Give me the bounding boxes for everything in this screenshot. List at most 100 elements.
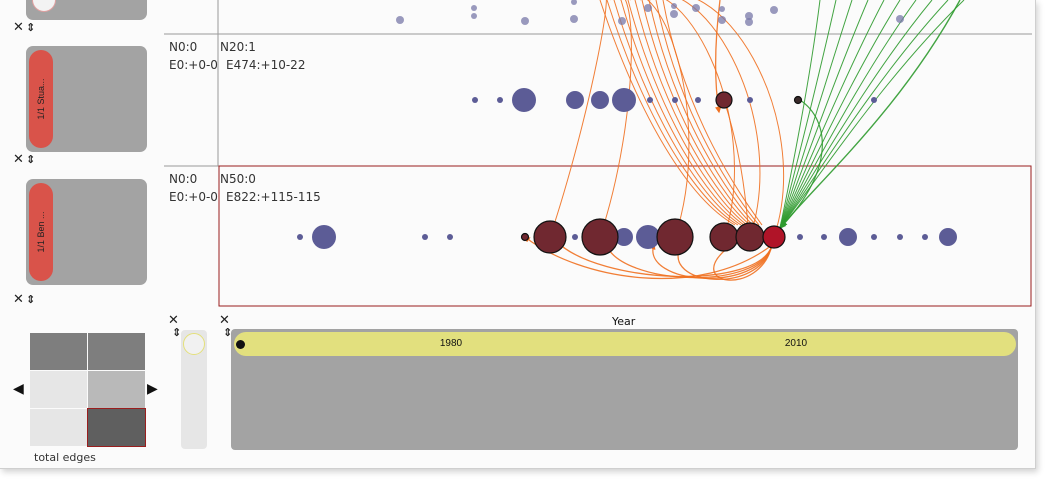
facet-pill-1[interactable]: 1/1 Stua...: [29, 50, 53, 148]
move-icon[interactable]: ⇕: [26, 21, 36, 34]
graph-node[interactable]: [671, 3, 677, 9]
facet-card-2[interactable]: 1/1 Ben ...: [26, 179, 147, 285]
graph-node[interactable]: [672, 97, 678, 103]
graph-node[interactable]: [695, 97, 701, 103]
graph-node[interactable]: [471, 5, 477, 11]
graph-node[interactable]: [615, 228, 633, 246]
graph-edge: [779, 0, 933, 229]
graph-node[interactable]: [647, 97, 653, 103]
graph-node[interactable]: [471, 13, 477, 19]
graph-node[interactable]: [618, 17, 626, 25]
graph-edge: [779, 0, 917, 229]
matrix-selector[interactable]: [30, 333, 146, 447]
graph-node-focus[interactable]: [762, 225, 786, 249]
graph-node[interactable]: [636, 225, 660, 249]
graph-edge: [599, 0, 632, 238]
graph-node[interactable]: [644, 4, 652, 12]
close-icon[interactable]: ✕: [13, 152, 24, 167]
graph-node[interactable]: [497, 97, 503, 103]
graph-node[interactable]: [422, 234, 428, 240]
close-icon[interactable]: ✕: [219, 313, 230, 328]
graph-edge: [779, 0, 965, 229]
graph-node-selected[interactable]: [793, 95, 803, 105]
panel-2-edges-right: E822:+115-115: [226, 190, 321, 204]
graph-node[interactable]: [797, 234, 803, 240]
graph-node-selected[interactable]: [735, 222, 765, 252]
graph-node[interactable]: [670, 10, 678, 18]
graph-node[interactable]: [570, 15, 578, 23]
graph-node[interactable]: [939, 228, 957, 246]
graph-node[interactable]: [472, 97, 478, 103]
graph-edge: [613, 0, 742, 226]
move-icon[interactable]: ⇕: [26, 293, 36, 306]
graph-node[interactable]: [297, 234, 303, 240]
graph-edge: [713, 244, 773, 281]
graph-node[interactable]: [571, 0, 577, 5]
graph-node-selected[interactable]: [520, 232, 530, 242]
vertical-slider[interactable]: [181, 330, 207, 449]
graph-node[interactable]: [719, 6, 725, 12]
slider-knob[interactable]: [183, 333, 205, 355]
close-icon[interactable]: ✕: [13, 20, 24, 35]
graph-node-selected[interactable]: [656, 218, 694, 256]
graph-node[interactable]: [896, 15, 904, 23]
matrix-cell[interactable]: [88, 333, 145, 370]
graph-edge: [779, 0, 885, 229]
matrix-cell[interactable]: [30, 409, 87, 446]
panel-1-edges-right: E474:+10-22: [226, 58, 306, 72]
facet-card-partial[interactable]: [26, 0, 147, 20]
graph-node[interactable]: [572, 234, 578, 240]
facet-card-1[interactable]: 1/1 Stua...: [26, 46, 147, 152]
graph-node[interactable]: [447, 234, 453, 240]
graph-node[interactable]: [745, 12, 753, 20]
graph-node[interactable]: [871, 97, 877, 103]
timeline-bar[interactable]: 1980 2010: [234, 332, 1016, 356]
facet-pill-2[interactable]: 1/1 Ben ...: [29, 183, 53, 281]
matrix-cell[interactable]: [30, 333, 87, 370]
arrow-left-icon[interactable]: ◀: [13, 380, 24, 396]
graph-node-selected[interactable]: [709, 222, 739, 252]
graph-node[interactable]: [745, 18, 753, 26]
timeline-panel[interactable]: 1980 2010: [231, 329, 1018, 450]
graph-node[interactable]: [566, 91, 584, 109]
graph-node[interactable]: [770, 6, 778, 14]
move-icon[interactable]: ⇕: [172, 326, 182, 339]
graph-node-selected[interactable]: [533, 220, 567, 254]
graph-node[interactable]: [512, 88, 536, 112]
graph-node[interactable]: [871, 234, 877, 240]
graph-node[interactable]: [396, 16, 404, 24]
graph-node[interactable]: [821, 234, 827, 240]
matrix-cell[interactable]: [30, 371, 87, 408]
graph-edge: [675, 244, 773, 280]
graph-node[interactable]: [747, 97, 753, 103]
graph-edge: [779, 0, 949, 229]
panel-2-edges-left: E0:+0-0: [169, 190, 218, 204]
move-icon[interactable]: ⇕: [26, 153, 36, 166]
graph-node[interactable]: [312, 225, 336, 249]
graph-node-selected[interactable]: [715, 91, 733, 109]
move-icon[interactable]: ⇕: [223, 326, 233, 339]
graph-plot: [164, 0, 1032, 307]
selected-panel-border: [218, 165, 1032, 307]
graph-node[interactable]: [718, 16, 726, 24]
graph-edge: [627, 0, 748, 226]
graph-edge: [779, 0, 821, 229]
graph-edge: [662, 0, 763, 226]
graph-node[interactable]: [591, 91, 609, 109]
matrix-cell-selected[interactable]: [87, 408, 146, 447]
graph-node[interactable]: [839, 228, 857, 246]
graph-node[interactable]: [692, 4, 700, 12]
graph-node[interactable]: [897, 234, 903, 240]
matrix-cell[interactable]: [88, 371, 145, 408]
graph-edge: [723, 99, 749, 226]
graph-node[interactable]: [612, 88, 636, 112]
graph-node[interactable]: [922, 234, 928, 240]
graph-node-selected[interactable]: [581, 218, 619, 256]
arrow-right-icon[interactable]: ▶: [147, 380, 158, 396]
close-icon[interactable]: ✕: [168, 313, 179, 328]
graph-node[interactable]: [521, 17, 529, 25]
graph-edge: [634, 0, 751, 226]
close-icon[interactable]: ✕: [13, 292, 24, 307]
timeline-handle[interactable]: [236, 340, 245, 349]
panel-1-edges-left: E0:+0-0: [169, 58, 218, 72]
